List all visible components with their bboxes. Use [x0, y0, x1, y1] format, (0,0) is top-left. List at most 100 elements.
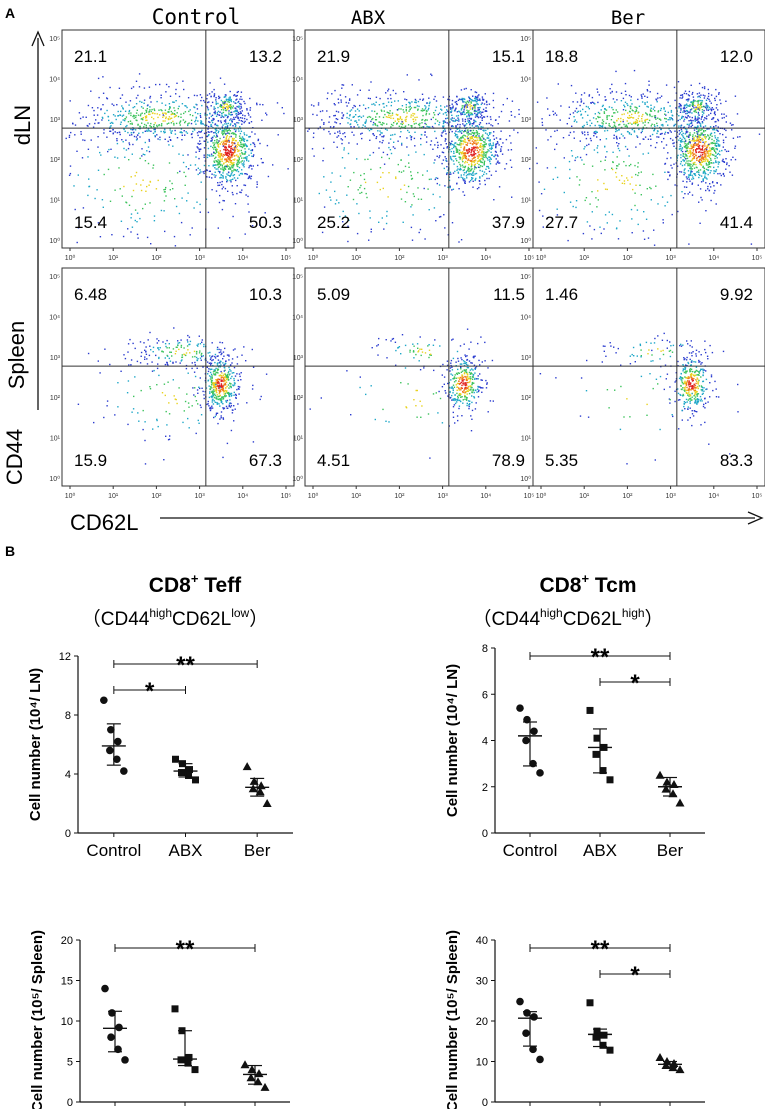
event-dot — [196, 389, 199, 391]
event-dot — [618, 143, 620, 145]
event-dot — [197, 142, 199, 145]
event-dot — [375, 119, 378, 121]
event-dot — [449, 155, 452, 158]
event-dot — [218, 201, 221, 204]
event-dot — [460, 165, 462, 167]
event-dot — [713, 185, 715, 187]
event-dot — [360, 116, 363, 119]
event-dot — [479, 149, 481, 151]
event-dot — [112, 129, 114, 131]
event-dot — [709, 162, 711, 164]
event-dot — [456, 134, 458, 136]
event-dot — [476, 114, 478, 116]
event-dot — [219, 159, 221, 161]
event-dot — [217, 102, 219, 105]
event-dot — [149, 95, 152, 98]
event-dot — [194, 111, 197, 114]
event-dot — [215, 101, 217, 103]
event-dot — [230, 392, 233, 395]
event-dot — [627, 179, 629, 181]
event-dot — [698, 130, 700, 133]
event-dot — [161, 109, 163, 112]
event-dot — [367, 107, 370, 109]
event-dot — [82, 207, 85, 209]
event-dot — [710, 112, 712, 115]
event-dot — [134, 219, 136, 222]
event-dot — [223, 380, 225, 383]
event-dot — [370, 128, 372, 130]
event-dot — [701, 100, 704, 102]
event-dot — [250, 143, 252, 146]
event-dot — [709, 183, 711, 185]
event-dot — [702, 166, 704, 168]
event-dot — [145, 110, 148, 112]
event-dot — [471, 108, 474, 111]
event-dot — [134, 175, 136, 177]
event-dot — [419, 122, 421, 125]
event-dot — [228, 129, 230, 131]
event-dot — [227, 122, 230, 125]
event-dot — [225, 136, 228, 138]
event-dot — [162, 120, 164, 122]
event-dot — [188, 122, 190, 124]
event-dot — [473, 153, 476, 155]
event-dot — [210, 105, 212, 107]
event-dot — [458, 153, 461, 155]
event-dot — [684, 140, 687, 142]
event-dot — [187, 97, 190, 99]
event-dot — [375, 136, 378, 138]
event-dot — [213, 95, 215, 98]
event-dot — [228, 140, 230, 142]
event-dot — [700, 104, 702, 107]
event-dot — [630, 133, 632, 136]
event-dot — [729, 171, 731, 173]
event-dot — [641, 95, 643, 98]
event-dot — [210, 125, 212, 127]
event-dot — [686, 112, 689, 115]
event-dot — [338, 202, 340, 204]
event-dot — [164, 188, 166, 191]
event-dot — [691, 116, 693, 119]
event-dot — [682, 132, 684, 135]
event-dot — [414, 119, 417, 121]
event-dot — [213, 118, 215, 120]
event-dot — [536, 101, 539, 103]
event-dot — [240, 191, 242, 194]
event-dot — [617, 165, 619, 167]
event-dot — [459, 151, 461, 153]
event-dot — [704, 134, 706, 136]
event-dot — [609, 125, 611, 127]
event-dot — [394, 133, 396, 136]
event-dot — [226, 181, 228, 183]
event-dot — [218, 152, 220, 155]
event-dot — [341, 117, 343, 119]
event-dot — [148, 184, 150, 186]
event-dot — [469, 142, 472, 144]
event-dot — [375, 137, 377, 140]
event-dot — [697, 102, 699, 104]
event-dot — [232, 174, 234, 177]
event-dot — [586, 221, 589, 223]
event-dot — [646, 114, 649, 116]
event-dot — [374, 119, 377, 121]
event-dot — [471, 150, 473, 152]
event-dot — [421, 93, 424, 95]
event-dot — [184, 121, 186, 124]
event-dot — [605, 122, 607, 124]
event-dot — [619, 137, 621, 139]
event-dot — [631, 218, 633, 220]
event-dot — [395, 113, 398, 116]
event-dot — [476, 146, 478, 149]
event-dot — [456, 103, 458, 106]
event-dot — [466, 144, 468, 146]
event-dot — [604, 214, 607, 216]
event-dot — [645, 218, 648, 220]
event-dot — [450, 108, 452, 110]
event-dot — [222, 398, 224, 400]
event-dot — [454, 120, 456, 122]
event-dot — [499, 150, 502, 153]
event-dot — [691, 182, 694, 184]
event-dot — [445, 114, 448, 116]
event-dot — [469, 106, 471, 108]
event-dot — [208, 176, 211, 178]
